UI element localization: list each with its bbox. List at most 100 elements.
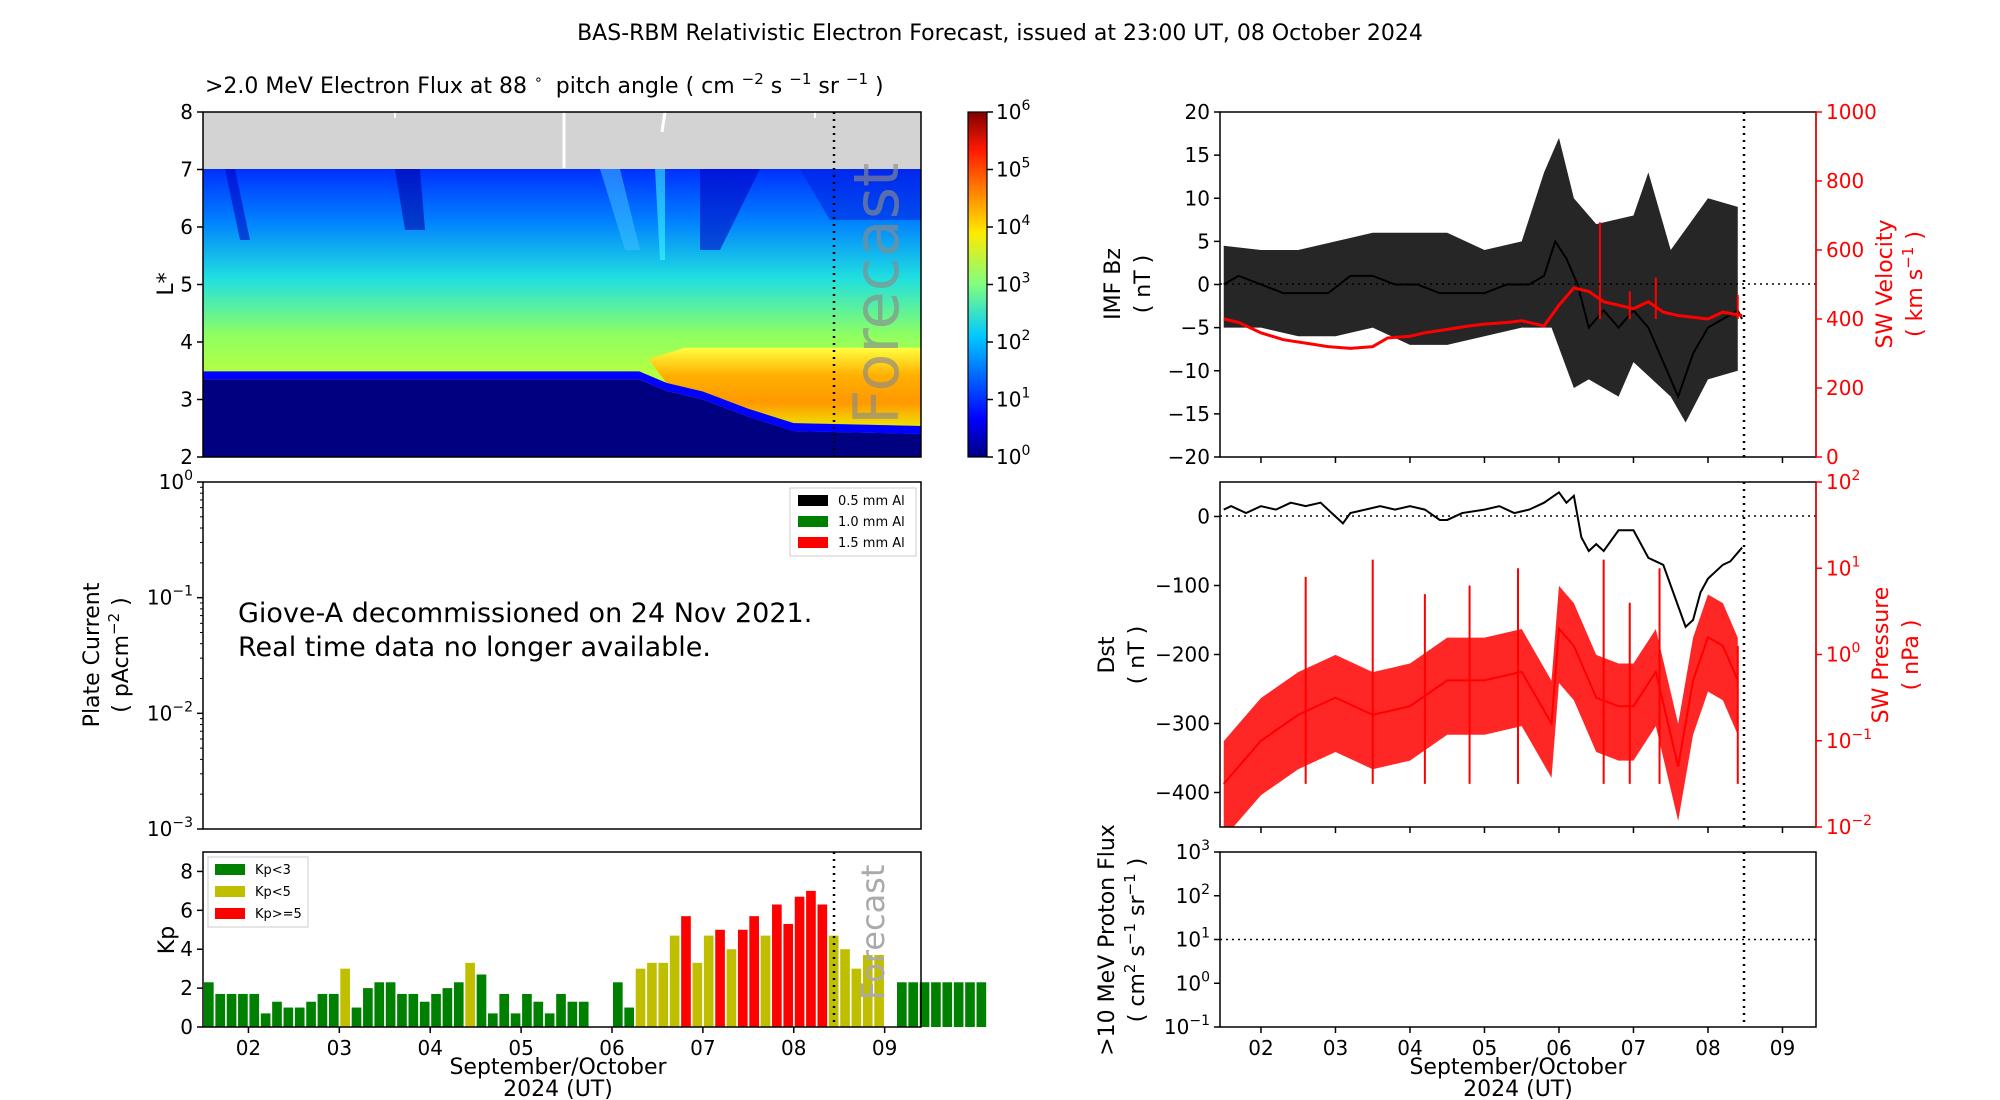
plate-y-tick-label: 10−3	[147, 815, 193, 841]
proton-y-tick-label-exp: 2	[1201, 882, 1210, 898]
dst-y-tick-label: 0	[1197, 505, 1210, 529]
plate-legend-swatch-red	[798, 537, 828, 548]
flux-title-deg: ∘	[534, 72, 543, 88]
kp-bar	[862, 955, 873, 1027]
electron-flux-panel: >2.0 MeV Electron Flux at 88 ∘ pitch ang…	[154, 70, 1030, 469]
sw-velocity-ylabel-line2: ( km s−1 )	[1899, 231, 1928, 337]
colorbar-tick-label-base: 10	[996, 215, 1021, 239]
kp-bar	[533, 1001, 544, 1027]
kp-bar	[692, 962, 703, 1027]
kp-bar	[794, 896, 805, 1027]
kp-bar	[363, 988, 373, 1027]
imf-y-tick-label: 0	[1197, 273, 1210, 297]
proton-x-tick-label: 06	[1546, 1036, 1571, 1060]
proton-y-tick-label-base: 10	[1164, 1015, 1189, 1039]
kp-x-tick-label: 06	[599, 1036, 624, 1060]
kp-bars	[204, 890, 987, 1027]
imf-plot-area	[1223, 137, 1743, 423]
kp-y-tick-label: 2	[180, 976, 193, 1000]
kp-x-tick-label: 07	[690, 1036, 715, 1060]
kp-bar	[976, 982, 987, 1027]
imf-y-tick-label: −10	[1168, 359, 1210, 383]
plate-legend-swatch-green	[798, 516, 828, 527]
proton-y-tick-label: 103	[1176, 838, 1210, 864]
proton-y-tick-label: 10−1	[1164, 1013, 1210, 1039]
imf-y-tick-label: 10	[1185, 186, 1210, 210]
plate-ylabel-line2: ( pAcm−2 )	[105, 597, 134, 712]
kp-x-axis: 02 03 04 05 06 07 08 09	[236, 1027, 897, 1060]
flux-title-units: pitch angle ( cm	[556, 74, 735, 99]
sw-pressure-y-tick-label: 101	[1826, 554, 1860, 580]
kp-bar	[294, 1007, 305, 1027]
sw-pressure-y-tick-label-base: 10	[1826, 470, 1851, 494]
kp-bar	[783, 923, 794, 1027]
flux-y-tick-label: 4	[180, 330, 193, 354]
proton-y-tick-label: 102	[1176, 882, 1210, 908]
proton-y-tick-label-base: 10	[1176, 971, 1201, 995]
colorbar-tick-label-exp: 2	[1021, 328, 1030, 344]
sw-velocity-y-tick-label: 1000	[1826, 100, 1877, 124]
proton-x-tick-label: 02	[1248, 1036, 1273, 1060]
plate-legend-label-1: 1.0 mm Al	[838, 515, 905, 530]
dst-line	[1223, 490, 1743, 629]
imf-panel: −20 −15 −10 −5 0 5 10 15 20 0 200 400 600 800 1000 IM…	[1101, 100, 1928, 469]
kp-bar	[226, 993, 237, 1027]
kp-y-axis: 0 2 4 6 8	[180, 859, 203, 1039]
sw-pressure-ylabel-line1: SW Pressure	[1869, 587, 1894, 724]
kp-x-tick-label: 09	[872, 1036, 897, 1060]
flux-streaks	[225, 169, 921, 260]
flux-colorbar	[967, 111, 988, 458]
flux-inner-belt	[203, 379, 921, 457]
figure-title: BAS-RBM Relativistic Electron Forecast, …	[577, 21, 1423, 46]
proton-x-tick-label: 03	[1323, 1036, 1348, 1060]
sw-pressure-y-tick-label-exp: 1	[1851, 554, 1860, 570]
proton-x-tick-label: 09	[1770, 1036, 1795, 1060]
imf-y-axis-right: 0 200 400 600 800 1000	[1816, 100, 1877, 469]
kp-legend-label-0: Kp<3	[255, 863, 291, 878]
sw-velocity-y-tick-label: 0	[1826, 445, 1839, 469]
kp-bar	[931, 982, 941, 1027]
kp-bar	[953, 982, 964, 1027]
colorbar-tick-label-exp: 3	[1021, 271, 1030, 287]
kp-bar	[840, 949, 850, 1027]
imf-y-tick-label: 5	[1197, 229, 1210, 253]
plate-legend-label-0: 0.5 mm Al	[838, 494, 905, 509]
kp-bar	[749, 916, 759, 1027]
kp-bar	[431, 993, 441, 1027]
kp-bar	[488, 1013, 498, 1027]
flux-streak	[800, 169, 921, 220]
kp-y-tick-label: 4	[180, 937, 193, 961]
kp-bar	[510, 1013, 521, 1027]
kp-bar	[260, 1013, 271, 1027]
flux-y-tick-label: 3	[180, 388, 193, 412]
plate-ylabel-line1: Plate Current	[80, 582, 105, 727]
kp-bar	[612, 982, 623, 1027]
proton-y-tick-label-base: 10	[1176, 928, 1201, 952]
plate-y-tick-label-base: 10	[147, 586, 172, 610]
proton-y-tick-label-exp: 0	[1201, 969, 1210, 985]
sw-velocity-spikes	[1598, 222, 1739, 319]
plate-y-tick-label: 10−1	[147, 584, 193, 610]
kp-x-tick-label: 02	[236, 1036, 261, 1060]
proton-x-axis: 02 03 04 05 06 07 08 09	[1248, 1027, 1795, 1060]
kp-bar	[874, 955, 884, 1027]
kp-bar	[578, 1001, 589, 1027]
kp-frame	[202, 851, 922, 1028]
kp-ylabel: Kp	[155, 926, 180, 954]
kp-bar	[544, 1013, 555, 1027]
plate-y-tick-label-base: 10	[147, 701, 172, 725]
kp-legend-swatch-red	[215, 908, 245, 919]
flux-y-axis: 2 3 4 5 6 7 8	[180, 100, 203, 469]
sw-velocity-close: )	[1903, 231, 1928, 247]
proton-y-tick-label-exp: 3	[1201, 838, 1210, 854]
kp-bar	[465, 962, 475, 1027]
dst-y-tick-label: −300	[1155, 712, 1210, 736]
sw-velocity-y-tick-label: 200	[1826, 376, 1864, 400]
colorbar-tick-label-exp: 0	[1021, 443, 1030, 459]
proton-y-tick-label: 101	[1176, 926, 1210, 952]
colorbar-tick-label-exp: 4	[1021, 213, 1030, 229]
